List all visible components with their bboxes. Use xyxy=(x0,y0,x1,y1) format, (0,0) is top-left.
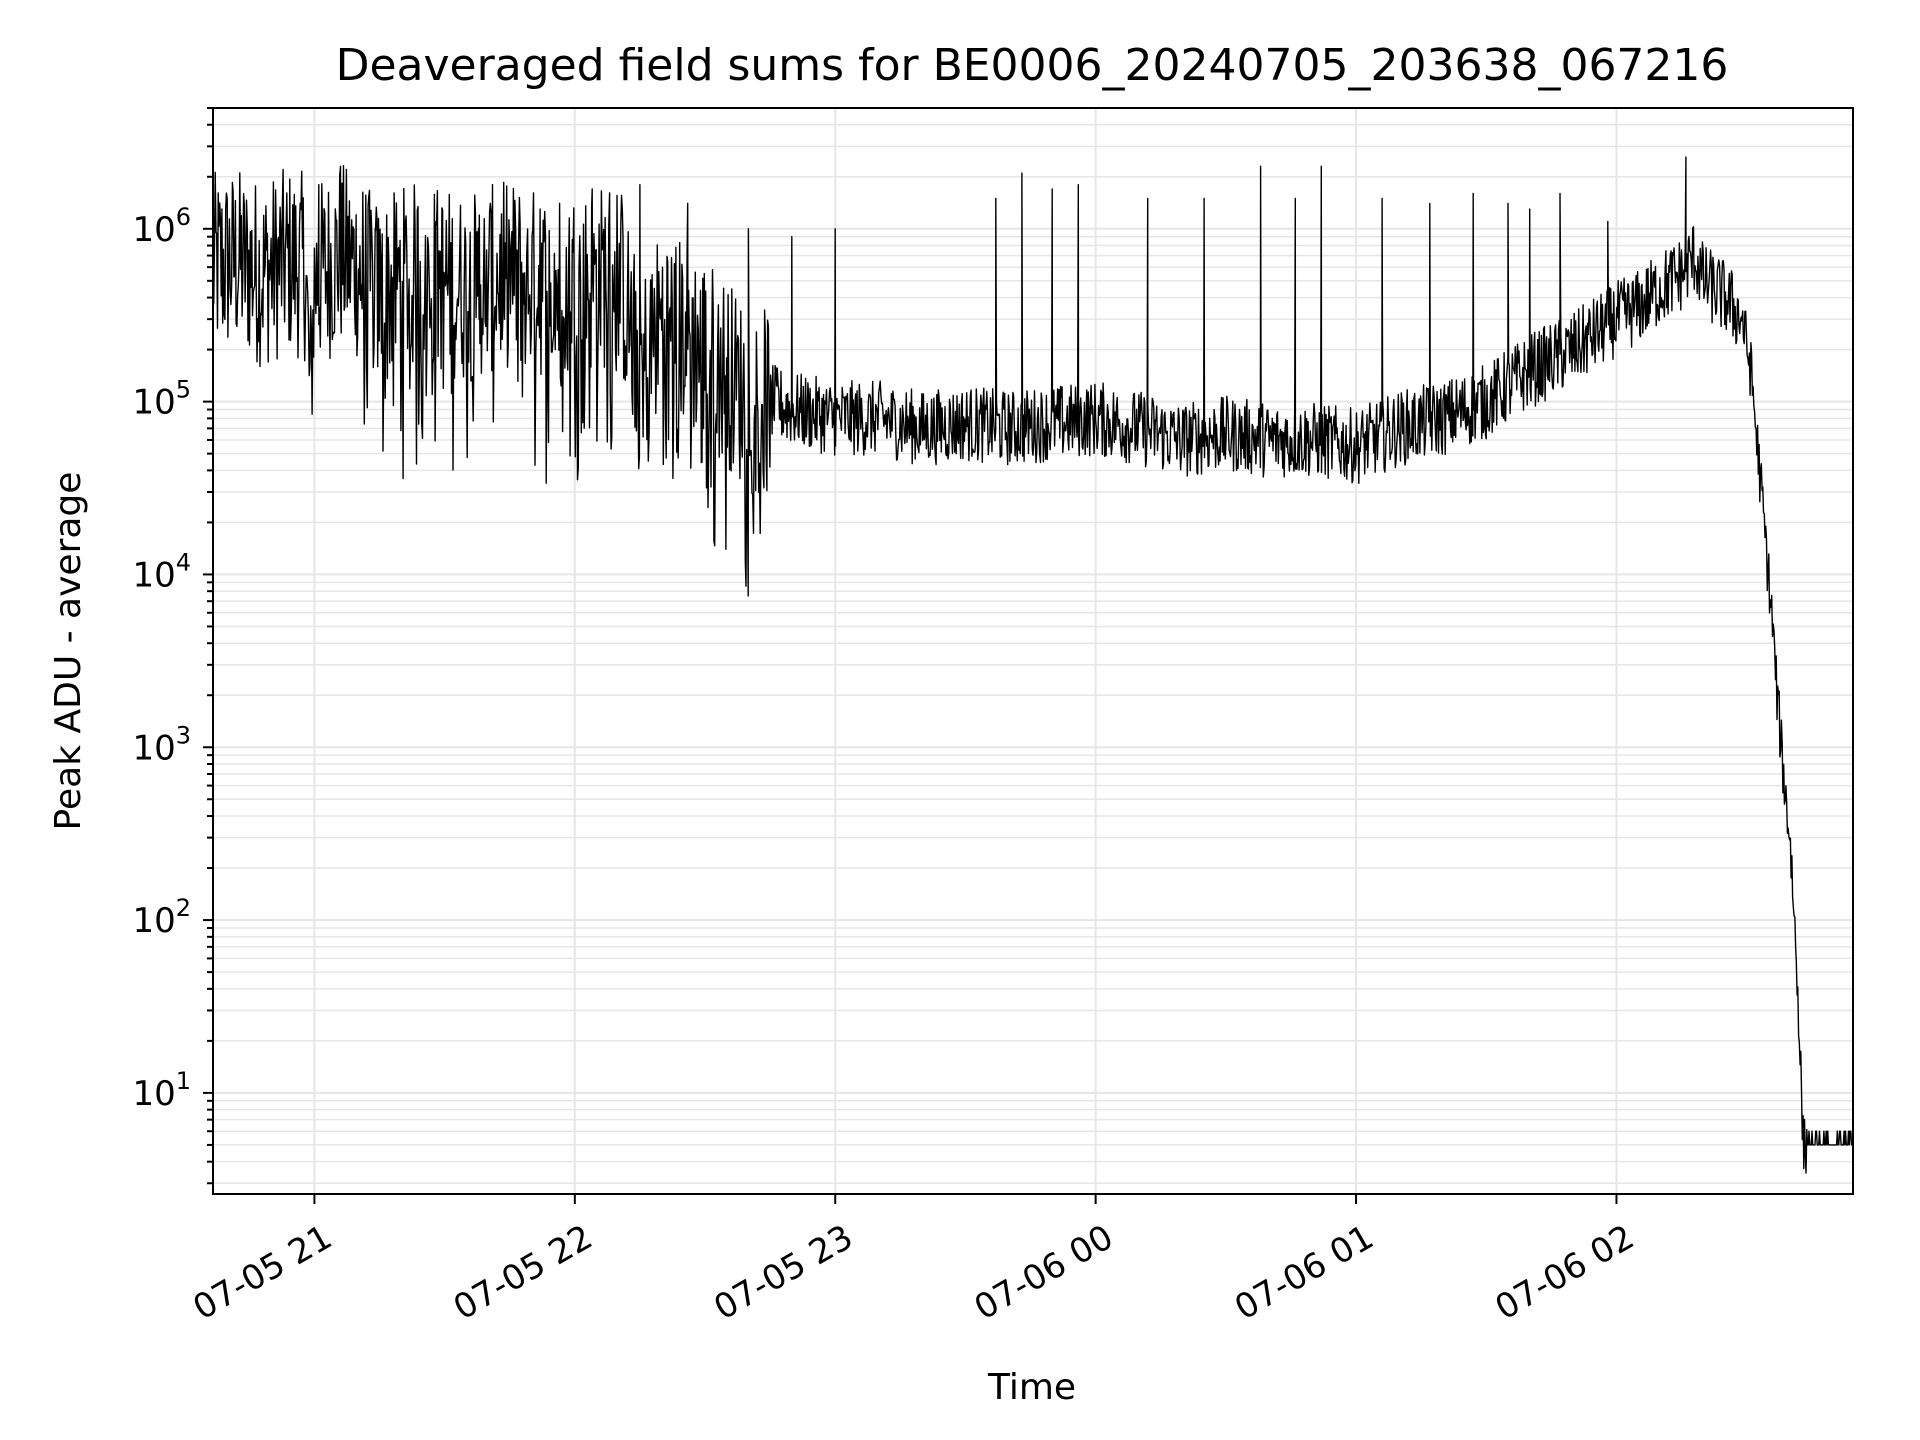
x-tick-label: 07-06 00 xyxy=(968,1217,1120,1328)
y-tick-label: 103 xyxy=(132,721,191,768)
series-line xyxy=(212,156,1853,1174)
x-tick-label: 07-06 02 xyxy=(1489,1217,1641,1328)
plot-frame xyxy=(212,107,1854,1195)
x-axis-label: Time xyxy=(987,1367,1076,1408)
y-tick-label: 104 xyxy=(132,548,191,595)
x-tick-label: 07-06 01 xyxy=(1228,1217,1380,1328)
data-series xyxy=(212,156,1853,1174)
x-tick-label: 07-05 23 xyxy=(707,1217,859,1328)
y-axis: 101 102 103 104 105 106 xyxy=(132,107,213,1185)
x-tick-label: 07-05 21 xyxy=(187,1217,339,1328)
y-axis-label: Peak ADU - average xyxy=(48,472,89,831)
x-tick-label: 07-05 22 xyxy=(447,1217,599,1328)
x-axis: 07-05 21 07-05 22 07-05 23 07-06 00 07-06 01… xyxy=(187,1194,1641,1328)
chart-title: Deaveraged field sums for BE0006_2024070… xyxy=(336,40,1729,91)
y-tick-label: 101 xyxy=(132,1067,191,1114)
y-tick-label: 106 xyxy=(132,203,191,250)
grid-lines xyxy=(213,107,1853,1194)
y-tick-label: 102 xyxy=(132,894,191,941)
y-tick-label: 105 xyxy=(132,376,191,423)
